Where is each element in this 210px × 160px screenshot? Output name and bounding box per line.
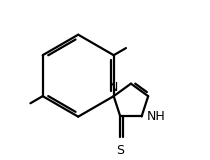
Text: NH: NH: [146, 110, 165, 123]
Text: S: S: [116, 144, 124, 157]
Text: N: N: [109, 81, 118, 94]
